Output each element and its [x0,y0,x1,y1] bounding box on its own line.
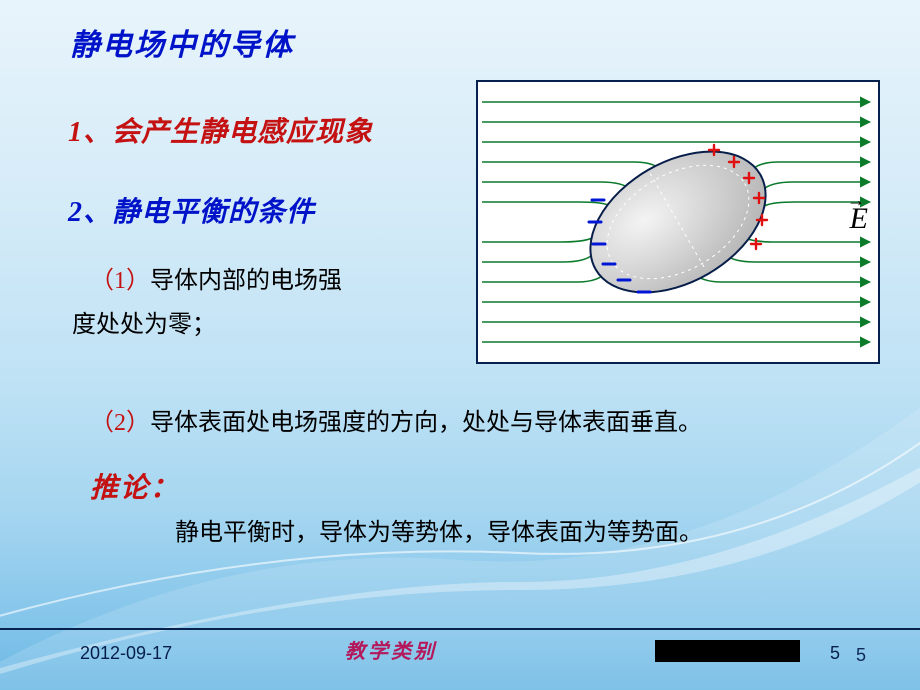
subpoint-1-text-a: 导体内部的电场强 [150,268,342,294]
footer-redacted [655,640,800,662]
content-area: 静电场中的导体 1、会产生静电感应现象 2、静电平衡的条件 （1）导体内部的电场… [0,0,920,690]
field-diagram-svg [478,82,878,362]
footer-divider [0,628,920,630]
footer-date: 2012-09-17 [80,643,172,664]
corollary-label: 推论： [90,466,180,506]
point-2-text: 静电平衡的条件 [112,197,315,228]
point-2-num: 2、 [68,197,112,228]
footer-page-a: 5 [830,643,840,664]
subpoint-2-paren: （2） [90,410,150,436]
subpoint-1-line-b: 度处处为零； [72,304,216,339]
footer-category: 教学类别 [345,635,437,664]
slide: 静电场中的导体 1、会产生静电感应现象 2、静电平衡的条件 （1）导体内部的电场… [0,0,920,690]
point-2: 2、静电平衡的条件 [68,190,315,230]
slide-title: 静电场中的导体 [70,20,294,64]
footer-page-b: 5 [856,645,866,666]
subpoint-1-paren: （1） [90,268,150,294]
point-1-num: 1、 [68,117,112,148]
point-1: 1、会产生静电感应现象 [68,110,373,150]
corollary-text: 静电平衡时，导体为等势体，导体表面为等势面。 [175,512,703,547]
field-vector-label: E [850,202,868,236]
subpoint-1-line-a: （1）导体内部的电场强 [90,260,342,295]
subpoint-2-text: 导体表面处电场强度的方向，处处与导体表面垂直。 [150,410,702,436]
subpoint-2: （2）导体表面处电场强度的方向，处处与导体表面垂直。 [90,402,702,437]
point-1-text: 会产生静电感应现象 [112,117,373,148]
field-diagram: → E [476,80,880,364]
